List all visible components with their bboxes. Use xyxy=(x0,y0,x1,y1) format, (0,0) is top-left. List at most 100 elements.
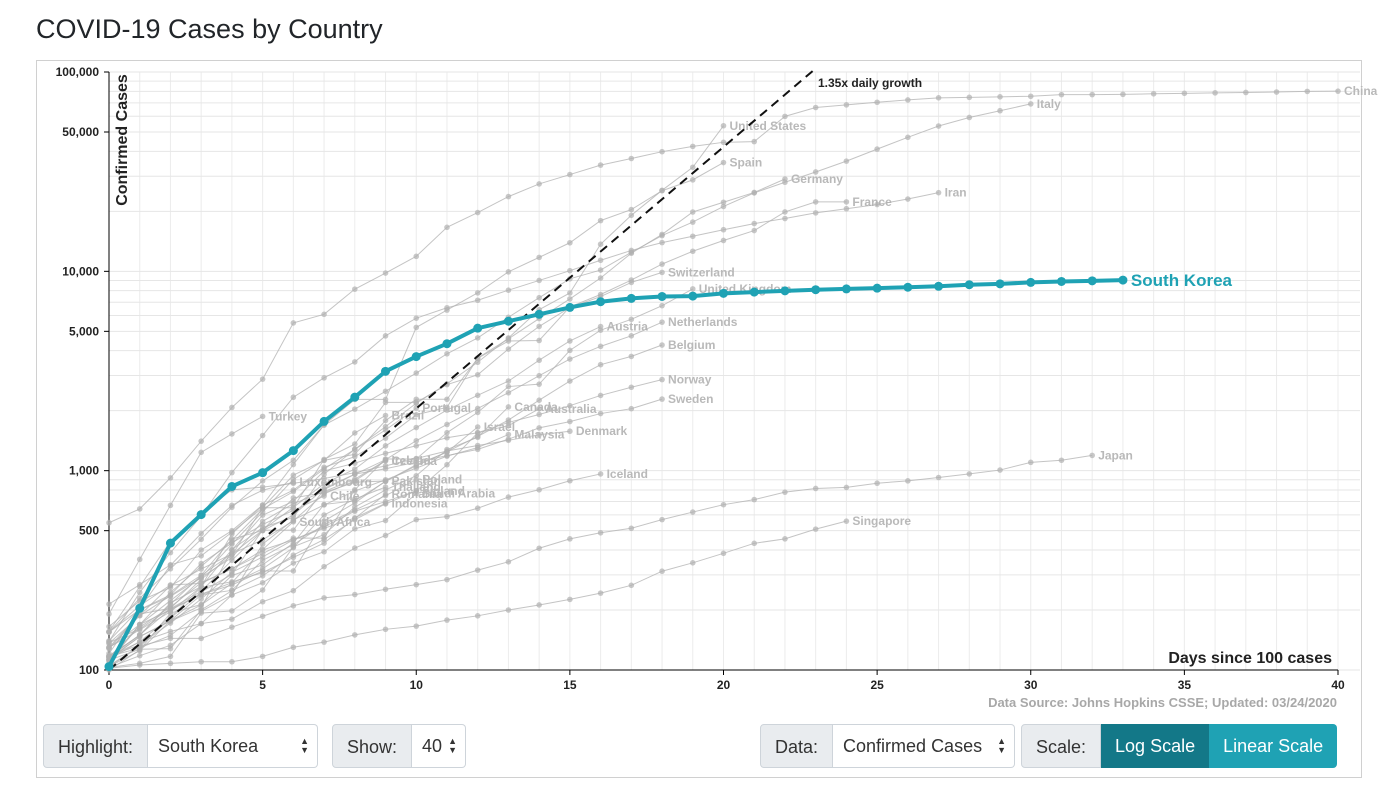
series-point xyxy=(352,515,358,521)
series-label: Czechia xyxy=(392,454,438,468)
series-point xyxy=(474,613,481,619)
series-point xyxy=(290,568,297,574)
series-point xyxy=(1058,457,1065,464)
series-point xyxy=(505,494,512,500)
x-axis: 0 5 10 15 20 25 30 35 40 xyxy=(106,670,1345,692)
series-point xyxy=(935,95,942,101)
series-point xyxy=(382,427,389,433)
series-point xyxy=(567,290,573,296)
highlight-label: South Korea xyxy=(1131,271,1233,290)
series-point xyxy=(352,508,358,515)
series-label: Canada xyxy=(514,400,558,414)
series-point xyxy=(812,210,819,216)
x-tick-label: 20 xyxy=(717,678,731,692)
series-point xyxy=(751,540,758,547)
series-point xyxy=(1089,91,1095,98)
series-point xyxy=(444,304,450,311)
series-point xyxy=(259,569,266,576)
data-select[interactable]: Confirmed Cases ▲ ▼ xyxy=(833,724,1016,768)
series-point xyxy=(382,498,389,505)
series-point xyxy=(167,549,174,556)
series-point xyxy=(444,396,450,403)
series-point xyxy=(198,449,204,456)
series-line xyxy=(108,495,325,633)
series-point xyxy=(290,602,297,609)
series-point xyxy=(628,582,635,589)
source-note: Data Source: Johns Hopkins CSSE; Updated… xyxy=(988,695,1337,710)
series-point xyxy=(689,219,696,225)
highlight-select-value: South Korea xyxy=(158,736,259,756)
highlight-select[interactable]: South Korea ▲ ▼ xyxy=(148,724,319,768)
y-axis-title: Confirmed Cases xyxy=(114,74,131,206)
series-point xyxy=(382,517,389,524)
series-point xyxy=(229,529,235,536)
linear-scale-button[interactable]: Linear Scale xyxy=(1209,724,1338,768)
series-point xyxy=(382,458,389,464)
series-point xyxy=(597,323,604,330)
series-point xyxy=(198,620,204,627)
series-point xyxy=(413,442,420,449)
x-tick-label: 40 xyxy=(1331,678,1345,692)
series-point xyxy=(136,621,143,628)
series-point xyxy=(536,254,542,261)
x-tick-label: 10 xyxy=(410,678,424,692)
series-label: Denmark xyxy=(576,424,628,438)
series-point xyxy=(136,639,143,645)
highlight-series: South Korea xyxy=(104,271,1233,672)
series-point xyxy=(628,247,635,254)
series-point xyxy=(689,209,696,215)
series-point xyxy=(751,220,758,227)
series-group: Pakistan xyxy=(106,474,441,647)
series-point xyxy=(536,431,542,438)
series-point xyxy=(198,602,204,608)
series-point xyxy=(259,541,266,547)
series-point xyxy=(382,484,389,490)
series-point xyxy=(321,523,327,530)
series-point xyxy=(413,472,420,479)
highlight-point xyxy=(565,302,575,312)
series-line xyxy=(108,434,509,657)
series-point xyxy=(812,104,819,111)
series-point xyxy=(444,453,450,459)
series-point xyxy=(597,162,604,168)
series-point xyxy=(689,233,696,240)
highlight-point xyxy=(1087,276,1097,286)
series-label: Belgium xyxy=(668,338,715,352)
series-point xyxy=(597,275,604,281)
series-point xyxy=(474,371,481,378)
series-point xyxy=(106,629,112,635)
series-line xyxy=(108,406,509,668)
series-point xyxy=(782,215,788,222)
series-point xyxy=(567,356,573,362)
y-axis: 100 500 1,000 5,000 10,000 50,000 100,000 xyxy=(56,65,109,677)
series-point xyxy=(843,158,850,164)
series-point xyxy=(843,205,850,212)
y-tick-label: 100 xyxy=(79,663,99,677)
series-point xyxy=(751,138,758,145)
series-point xyxy=(106,654,112,660)
series-point xyxy=(352,632,358,638)
series-point xyxy=(567,296,573,302)
highlight-point xyxy=(196,510,206,520)
series-point xyxy=(321,595,327,601)
series-point xyxy=(198,584,204,591)
series-point xyxy=(628,279,635,286)
series-point xyxy=(259,521,266,528)
series-point xyxy=(567,418,573,425)
series-point xyxy=(536,277,542,284)
select-arrows-icon: ▲ ▼ xyxy=(997,736,1007,755)
log-scale-button[interactable]: Log Scale xyxy=(1101,724,1210,768)
series-point xyxy=(597,590,604,596)
series-label: Israel xyxy=(484,420,515,434)
series-point xyxy=(843,518,850,524)
data-label: Data: xyxy=(760,724,834,768)
series-point xyxy=(1120,91,1126,98)
series-point xyxy=(474,409,481,416)
series-point xyxy=(536,425,542,431)
series-point xyxy=(628,212,635,219)
series-point xyxy=(812,169,819,175)
series-point xyxy=(1027,459,1034,466)
series-label: Thailand xyxy=(392,480,441,494)
show-select[interactable]: 40 ▲ ▼ xyxy=(412,724,467,768)
series-point xyxy=(689,143,696,150)
